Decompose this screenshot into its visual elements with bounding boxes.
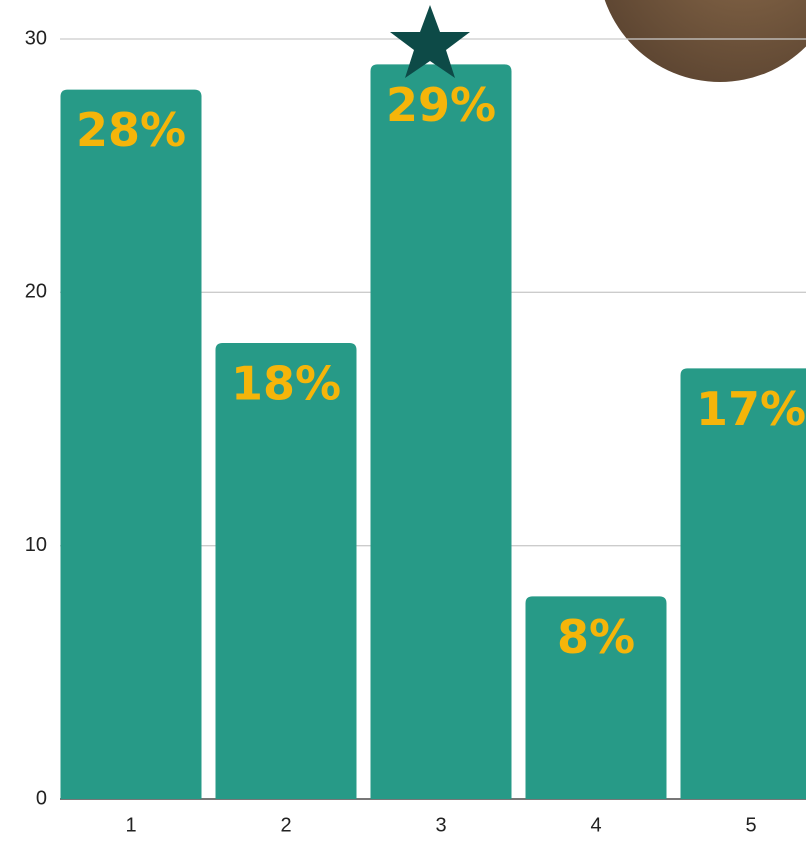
y-tick-label: 0 (36, 787, 47, 809)
value-label: 17% (696, 382, 806, 436)
bar (216, 343, 357, 799)
x-tick-label: 1 (125, 814, 136, 836)
y-tick-label: 10 (25, 534, 47, 556)
x-tick-label: 5 (745, 814, 756, 836)
x-tick-label: 4 (590, 814, 601, 836)
bar (371, 64, 512, 799)
value-label: 18% (231, 357, 341, 411)
photo (598, 0, 806, 82)
bar (61, 90, 202, 799)
y-tick-label: 30 (25, 27, 47, 49)
x-tick-label: 2 (280, 814, 291, 836)
y-tick-label: 20 (25, 281, 47, 303)
value-label: 29% (386, 78, 496, 132)
value-label: 28% (76, 103, 186, 157)
value-label: 8% (557, 610, 635, 664)
x-tick-label: 3 (435, 814, 446, 836)
